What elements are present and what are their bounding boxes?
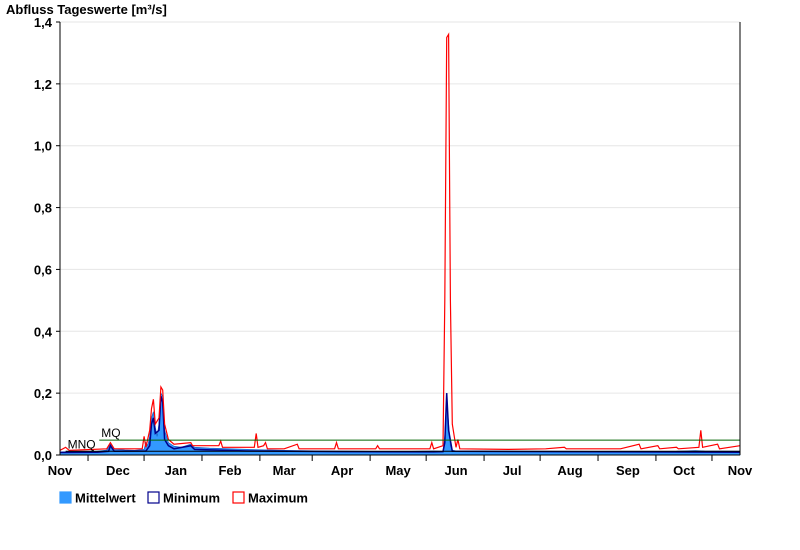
y-tick-label: 1,4 bbox=[34, 15, 53, 30]
ref-label-mnq: MNQ bbox=[68, 437, 96, 451]
x-tick-label: Sep bbox=[616, 463, 640, 478]
x-tick-label: Mar bbox=[273, 463, 296, 478]
reference-lines: MQ MNQ bbox=[65, 426, 740, 452]
ref-label-mq: MQ bbox=[101, 426, 120, 440]
y-tick-label: 1,0 bbox=[34, 139, 52, 154]
legend-swatch-mittelwert bbox=[59, 491, 72, 504]
y-tick-label: 0,6 bbox=[34, 262, 52, 277]
legend: Mittelwert Minimum Maximum bbox=[59, 491, 308, 506]
x-tick-label: Jul bbox=[503, 463, 522, 478]
legend-swatch-maximum bbox=[232, 491, 245, 504]
x-tick-label: Dec bbox=[106, 463, 130, 478]
x-tick-label: Nov bbox=[728, 463, 753, 478]
axes: 0,0 0,2 0,4 0,6 0,8 1,0 1,2 1,4 Nov Dec Jan Feb Mar A… bbox=[34, 15, 753, 478]
y-tick-label: 0,4 bbox=[34, 324, 53, 339]
x-tick-label: Jun bbox=[444, 463, 467, 478]
series-maximum-line bbox=[59, 32, 741, 452]
x-tick-label: May bbox=[385, 463, 411, 478]
x-tick-label: Jan bbox=[165, 463, 187, 478]
y-tick-label: 0,8 bbox=[34, 201, 52, 216]
y-tick-label: 0,0 bbox=[34, 448, 52, 463]
x-tick-label: Aug bbox=[557, 463, 582, 478]
x-tick-label: Oct bbox=[673, 463, 695, 478]
chart-title: Abfluss Tageswerte [m³/s] bbox=[6, 2, 167, 17]
x-tick-label: Apr bbox=[331, 463, 353, 478]
x-tick-label: Nov bbox=[48, 463, 73, 478]
legend-swatch-minimum bbox=[147, 491, 160, 504]
y-tick-label: 1,2 bbox=[34, 77, 52, 92]
legend-label-mittelwert: Mittelwert bbox=[75, 491, 136, 506]
y-tick-label: 0,2 bbox=[34, 386, 52, 401]
plot-area bbox=[60, 22, 740, 455]
grid-lines bbox=[60, 21, 740, 455]
x-tick-label: Feb bbox=[218, 463, 241, 478]
legend-label-maximum: Maximum bbox=[248, 491, 308, 506]
legend-label-minimum: Minimum bbox=[163, 491, 220, 506]
